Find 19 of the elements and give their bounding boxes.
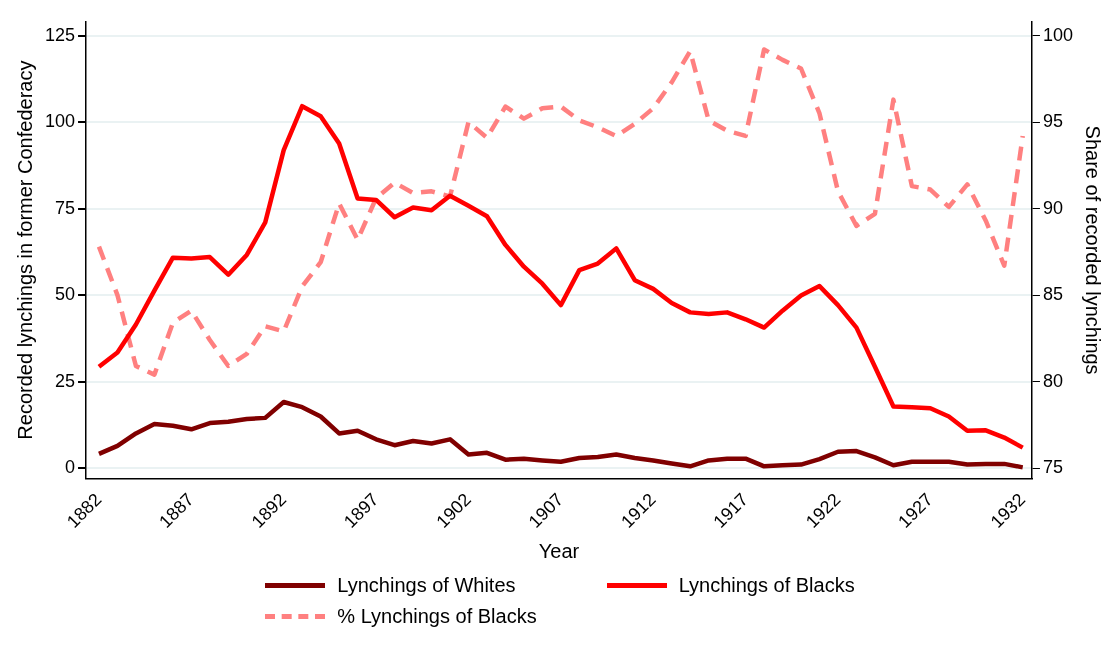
x-axis-title: Year (538, 539, 580, 562)
y2-tick-label: 80 (1042, 370, 1063, 391)
legend-label: Lynchings of Whites (337, 574, 516, 597)
y-tick-label: 50 (55, 284, 76, 305)
y2-tick-label: 85 (1042, 284, 1063, 305)
y-axis-title: Recorded lynchings in former Confederacy (13, 60, 36, 440)
y-tick-label: 25 (55, 370, 76, 391)
y2-tick-label: 95 (1042, 111, 1063, 132)
y2-tick-label: 90 (1042, 197, 1063, 218)
legend-label: Lynchings of Blacks (678, 574, 855, 597)
legend-label: % Lynchings of Blacks (337, 605, 537, 628)
line-series (96, 47, 1025, 377)
y-tick-label: 100 (44, 111, 76, 132)
y2-tick-label: 100 (1042, 24, 1074, 45)
y-tick-label: 125 (44, 24, 76, 45)
y2-tick-label: 75 (1042, 457, 1063, 477)
y-tick-label: 75 (55, 197, 76, 218)
y-tick-label: 0 (65, 457, 76, 477)
y2-axis-title: Share of recorded lynchings (1082, 125, 1105, 375)
